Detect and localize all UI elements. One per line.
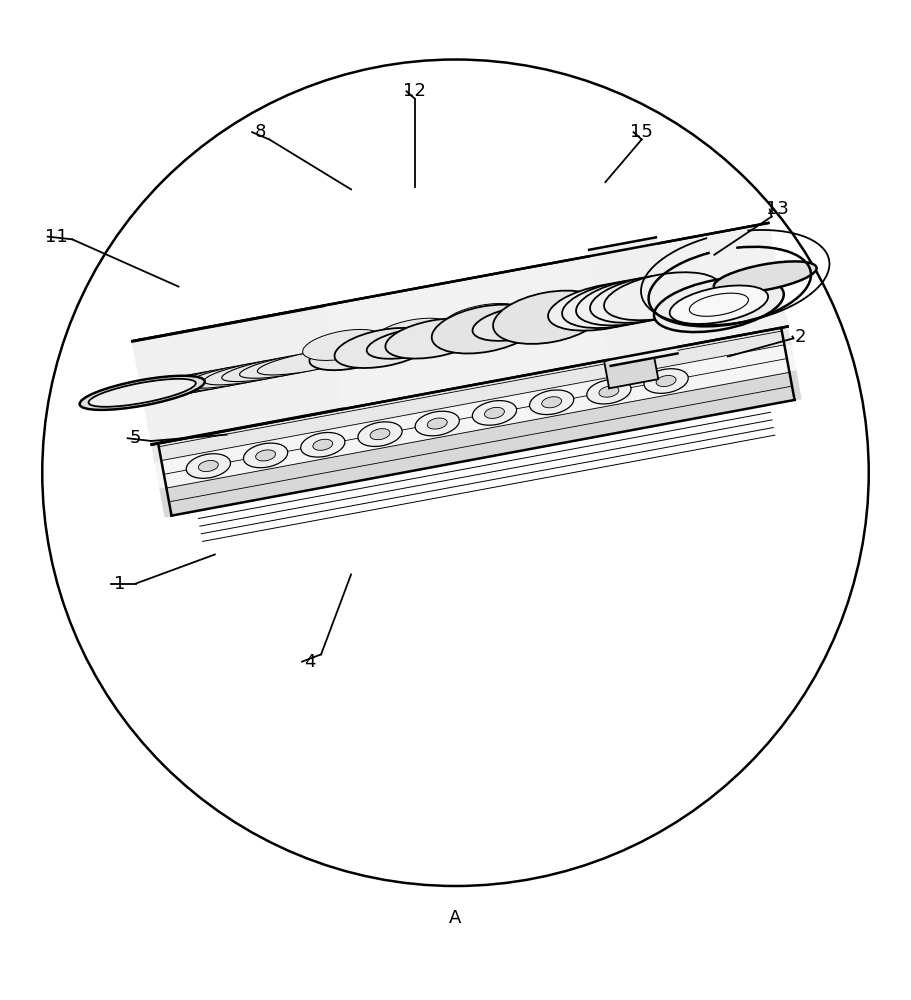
Text: 15: 15 [630, 123, 653, 141]
Polygon shape [149, 316, 791, 463]
Ellipse shape [115, 375, 218, 401]
Text: 12: 12 [404, 82, 426, 100]
Text: 11: 11 [45, 228, 67, 246]
Ellipse shape [88, 379, 196, 407]
Ellipse shape [256, 450, 275, 461]
Ellipse shape [529, 390, 574, 415]
Ellipse shape [548, 283, 664, 331]
Ellipse shape [258, 349, 360, 375]
Ellipse shape [370, 429, 390, 440]
Ellipse shape [301, 432, 345, 457]
Ellipse shape [79, 376, 205, 410]
Ellipse shape [310, 338, 394, 370]
Ellipse shape [312, 439, 333, 450]
Ellipse shape [150, 369, 253, 395]
Ellipse shape [432, 305, 539, 354]
Polygon shape [155, 345, 795, 488]
Ellipse shape [358, 422, 402, 446]
Ellipse shape [415, 411, 459, 436]
Ellipse shape [133, 372, 236, 398]
Polygon shape [133, 306, 343, 444]
Ellipse shape [385, 318, 484, 359]
Ellipse shape [240, 352, 343, 378]
Text: 8: 8 [254, 123, 266, 141]
Text: A: A [449, 909, 462, 927]
Polygon shape [159, 370, 801, 517]
Ellipse shape [562, 280, 679, 328]
Ellipse shape [542, 397, 562, 408]
Ellipse shape [186, 454, 230, 478]
Text: 13: 13 [766, 200, 789, 218]
Text: 5: 5 [130, 429, 141, 447]
Ellipse shape [243, 443, 288, 468]
Ellipse shape [427, 418, 447, 429]
Ellipse shape [599, 386, 619, 397]
Ellipse shape [604, 272, 721, 320]
Ellipse shape [449, 312, 535, 344]
Ellipse shape [670, 285, 768, 324]
Ellipse shape [186, 362, 289, 388]
Ellipse shape [714, 261, 816, 293]
Ellipse shape [576, 277, 692, 325]
Ellipse shape [443, 303, 523, 334]
Polygon shape [604, 351, 659, 388]
Ellipse shape [644, 369, 688, 393]
Ellipse shape [472, 401, 517, 425]
Ellipse shape [204, 359, 307, 385]
Ellipse shape [302, 329, 384, 360]
Ellipse shape [473, 305, 562, 341]
Ellipse shape [383, 326, 461, 355]
Ellipse shape [493, 291, 605, 344]
Polygon shape [132, 223, 787, 445]
Text: 4: 4 [304, 653, 316, 671]
Text: 2: 2 [795, 328, 806, 346]
Ellipse shape [199, 460, 219, 472]
Ellipse shape [375, 318, 450, 346]
Ellipse shape [654, 277, 783, 332]
Polygon shape [590, 328, 653, 360]
Ellipse shape [590, 275, 706, 323]
Ellipse shape [587, 379, 631, 404]
Ellipse shape [334, 328, 433, 368]
Ellipse shape [97, 379, 200, 405]
Ellipse shape [221, 355, 324, 382]
Ellipse shape [485, 407, 505, 418]
Polygon shape [589, 237, 678, 366]
Ellipse shape [169, 365, 271, 391]
Ellipse shape [656, 375, 676, 387]
Text: 1: 1 [114, 575, 125, 593]
Ellipse shape [367, 328, 452, 359]
